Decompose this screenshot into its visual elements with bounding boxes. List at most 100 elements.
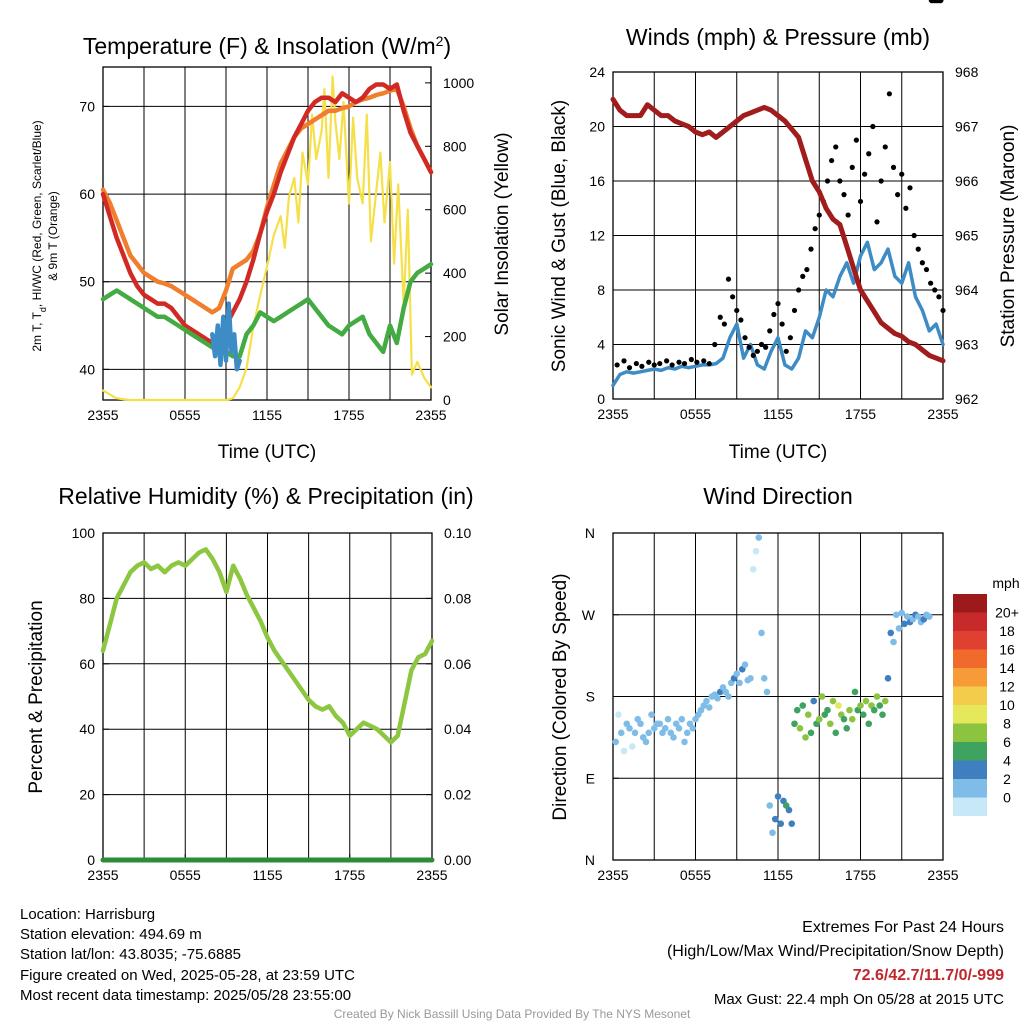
legend-swatch (953, 779, 987, 798)
y2-tick-label: 0.00 (444, 852, 471, 868)
y-tick-label: 100 (72, 525, 96, 541)
humidity-line (100, 547, 435, 745)
credit-line: Created By Nick Bassill Using Data Provi… (333, 1007, 691, 1021)
gust-point (816, 212, 822, 218)
legend-swatch (953, 594, 987, 613)
direction-point (791, 720, 798, 728)
direction-point (788, 820, 796, 827)
speed-legend: mph 20+ 18 16 14 12 10 8 6 4 2 0 (953, 575, 1020, 816)
y2-tick-label: 400 (443, 265, 467, 281)
direction-point (656, 720, 664, 728)
legend-label: 6 (1003, 734, 1011, 750)
direction-point (648, 711, 655, 718)
x-tick-label: 0555 (680, 406, 711, 422)
gust-point (787, 335, 793, 341)
gust-point (886, 91, 892, 97)
gust-point (754, 348, 760, 354)
gust-point (870, 123, 876, 130)
y2-tick-label: 0 (443, 392, 451, 408)
direction-point (747, 675, 754, 682)
legend-swatch (953, 760, 987, 779)
gust-point (845, 212, 851, 218)
gust-point (866, 151, 872, 157)
gust-point (936, 294, 942, 300)
gust-point (721, 321, 727, 327)
legend-label: 2 (1003, 771, 1011, 787)
direction-point (898, 609, 906, 617)
direction-point (901, 620, 908, 628)
gust-point (919, 260, 925, 266)
direction-point (703, 697, 710, 705)
y2-tick-label: 0.02 (444, 787, 471, 803)
y-tick-label: 20 (79, 787, 95, 803)
legend-label: 10 (999, 697, 1015, 713)
y-tick-label: 40 (79, 721, 95, 737)
figure-created: Figure created on Wed, 2025-05-28, at 23… (20, 966, 355, 984)
direction-point (645, 729, 653, 737)
gust-point (771, 311, 777, 318)
gust-point (651, 362, 657, 368)
direction-point (925, 613, 933, 620)
temperature-insolation-panel: Temperature (F) & Insolation (W/m2)2355 0… (30, 33, 513, 463)
x-tick-label: 0555 (169, 407, 200, 423)
direction-point (873, 693, 881, 700)
x-tick-label: 2355 (415, 407, 446, 423)
direction-point (637, 720, 644, 728)
direction-point (689, 724, 697, 732)
x-tick-label: 1155 (252, 407, 282, 423)
direction-point (857, 702, 864, 709)
direction-point (777, 820, 785, 827)
direction-point (620, 747, 628, 755)
y-tick-label: 70 (79, 98, 95, 114)
gust-point (903, 205, 909, 211)
legend-label: 4 (1003, 753, 1011, 769)
direction-point (683, 729, 691, 737)
direction-point (851, 688, 859, 696)
figure: Temperature (F) & Insolation (W/m2)2355 0… (26, 0, 1020, 883)
direction-point (785, 806, 793, 814)
direction-point (876, 702, 884, 709)
x-tick-label: 2355 (87, 407, 118, 423)
direction-point (848, 715, 856, 723)
y-tick-label: 0 (597, 391, 605, 407)
gust-point (646, 359, 652, 365)
legend-label: 16 (999, 642, 1015, 658)
x-tick-label: 1755 (845, 867, 876, 883)
x-tick-label: 2355 (927, 867, 958, 883)
y-tick-label: N (585, 525, 595, 541)
legend-title: mph (992, 575, 1019, 591)
direction-point (810, 697, 818, 705)
direction-point (815, 715, 823, 723)
direction-point (725, 693, 732, 700)
recent-timestamp: Most recent data timestamp: 2025/05/28 2… (20, 986, 352, 1004)
y2-tick-label: 967 (955, 119, 979, 135)
gust-point (890, 164, 897, 170)
direction-point (859, 711, 867, 718)
y-tick-label: E (586, 770, 595, 786)
x-axis-label: Time (UTC) (729, 442, 828, 463)
direction-point (796, 724, 804, 732)
legend-label: 0 (1003, 790, 1011, 806)
gust-point (758, 341, 765, 348)
direction-point (763, 688, 771, 696)
gust-point (824, 178, 831, 184)
direction-point (807, 729, 815, 737)
direction-point (774, 793, 782, 800)
gust-point (621, 358, 627, 364)
gust-point (829, 157, 835, 164)
pressure-line (610, 96, 946, 364)
y-axis-label: Percent & Precipitation (26, 600, 47, 793)
direction-point (826, 720, 834, 728)
legend-swatch (953, 705, 987, 724)
direction-point (681, 738, 688, 746)
direction-point (862, 697, 870, 705)
direction-point (870, 706, 878, 714)
y-tick-label: 4 (597, 337, 605, 353)
y-axis-label: Sonic Wind & Gust (Blue, Black) (549, 100, 570, 372)
direction-point (936, 0, 944, 4)
y2-tick-label: 0.04 (444, 721, 471, 737)
direction-point (631, 729, 639, 737)
gust-point (734, 307, 740, 314)
legend-label: 14 (999, 660, 1015, 676)
x-tick-label: 2355 (87, 867, 118, 883)
